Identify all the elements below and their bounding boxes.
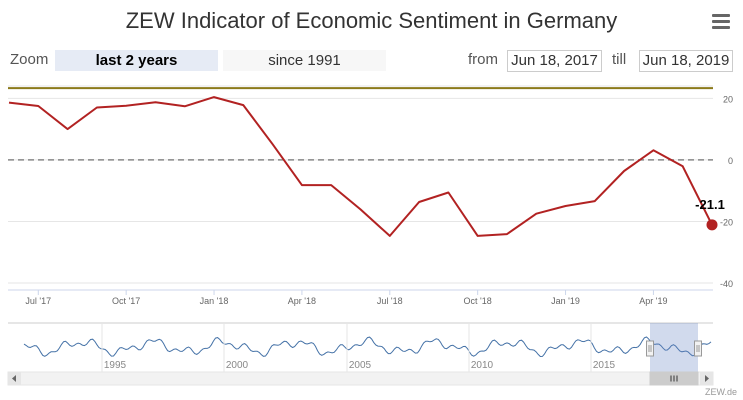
scrollbar-track[interactable] (7, 371, 714, 386)
navigator-series-line (23, 336, 712, 358)
navigator-year-label: 2005 (349, 360, 372, 371)
x-tick-label: Apr '18 (288, 296, 316, 306)
y-tick-label: -40 (720, 279, 733, 289)
zoom-label: Zoom (10, 51, 49, 68)
hamburger-menu-icon[interactable] (712, 14, 730, 30)
zoom-last-2-years-button[interactable]: last 2 years (55, 50, 218, 71)
navigator-right-handle[interactable] (694, 340, 702, 357)
last-point-marker (706, 219, 718, 231)
till-label: till (612, 51, 627, 68)
last-value-label: -21.1 (695, 197, 725, 212)
scroll-left-arrow-icon (12, 375, 16, 382)
y-tick-label: 0 (728, 156, 733, 166)
from-date-input[interactable]: Jun 18, 2017 (507, 50, 602, 72)
credit-link[interactable]: ZEW.de (705, 387, 738, 397)
x-tick-label: Jul '17 (25, 296, 51, 306)
navigator-selected-range (650, 323, 698, 372)
zoom-since-1991-button[interactable]: since 1991 (223, 50, 386, 71)
from-label: from (468, 51, 498, 68)
navigator-year-label: 2015 (593, 360, 616, 371)
series-line (8, 96, 713, 237)
chart-title: ZEW Indicator of Economic Sentiment in G… (125, 8, 618, 33)
x-tick-label: Jan '18 (200, 296, 229, 306)
navigator-year-label: 2000 (226, 360, 249, 371)
x-tick-label: Oct '17 (112, 296, 140, 306)
y-tick-label: -20 (720, 217, 733, 227)
x-tick-label: Jul '18 (377, 296, 403, 306)
y-tick-label: 20 (723, 94, 733, 104)
x-tick-label: Oct '18 (464, 296, 492, 306)
navigator-year-label: 2010 (471, 360, 494, 371)
till-date-input[interactable]: Jun 18, 2019 (639, 50, 733, 72)
x-tick-label: Jan '19 (551, 296, 580, 306)
navigator-left-handle[interactable] (646, 340, 654, 357)
scroll-right-arrow-icon (705, 375, 709, 382)
x-tick-label: Apr '19 (639, 296, 667, 306)
navigator-year-label: 1995 (104, 360, 127, 371)
